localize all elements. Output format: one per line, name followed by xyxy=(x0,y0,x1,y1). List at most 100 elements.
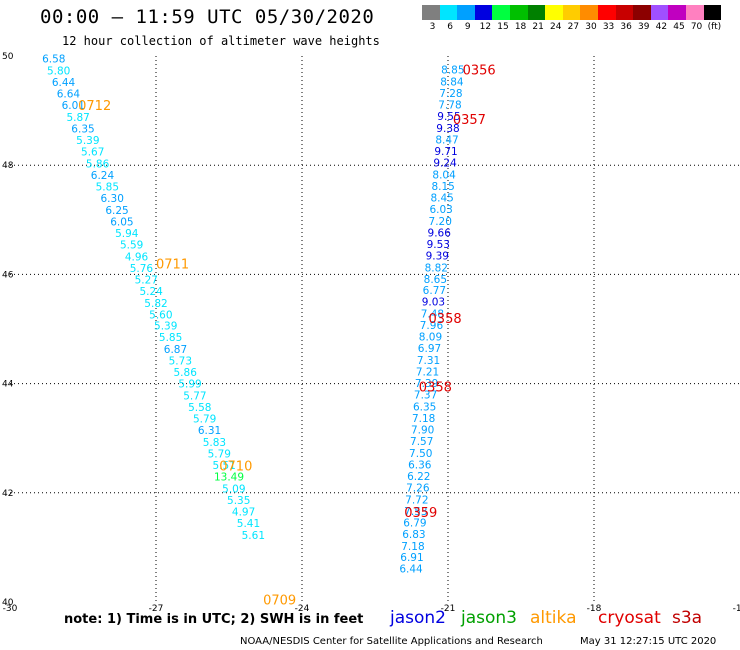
wave-height-label: 9.38 xyxy=(436,123,459,135)
wave-height-label: 5.79 xyxy=(208,448,231,460)
color-scale-label: 45 xyxy=(673,22,685,32)
wave-height-label: 5.35 xyxy=(227,495,250,507)
pass-number-label: 0709 xyxy=(263,593,296,608)
wave-height-label: 5.86 xyxy=(86,159,110,171)
wave-height-label: 5.86 xyxy=(174,367,198,379)
x-tick-label: -24 xyxy=(295,604,310,614)
color-scale-swatch xyxy=(685,5,704,20)
wave-height-label: 8.15 xyxy=(431,181,454,193)
wave-height-label: 5.58 xyxy=(188,402,211,414)
wave-height-label: 7.50 xyxy=(409,448,432,460)
wave-height-label: 9.03 xyxy=(422,297,445,309)
pass-number-label: 0356 xyxy=(463,64,496,79)
wave-height-label: 7.18 xyxy=(412,413,435,425)
wave-height-label: 7.20 xyxy=(429,216,452,228)
y-tick-label: 40 xyxy=(2,598,14,608)
wave-height-label: 8.09 xyxy=(419,332,442,344)
wave-height-label: 5.39 xyxy=(76,135,99,147)
color-scale-swatch xyxy=(474,5,493,20)
page-subtitle: 12 hour collection of altimeter wave hei… xyxy=(62,34,380,48)
color-scale-swatch xyxy=(492,5,510,20)
wave-height-label: 6.91 xyxy=(400,552,423,564)
color-scale-swatch xyxy=(580,5,598,20)
wave-height-label: 5.94 xyxy=(115,228,139,240)
color-scale-label: 70 xyxy=(690,22,703,32)
color-scale-label: 21 xyxy=(532,22,544,32)
wave-height-label: 5.39 xyxy=(154,321,177,333)
y-tick-label: 46 xyxy=(2,270,14,280)
color-scale-swatch xyxy=(668,5,686,20)
wave-height-label: 8.84 xyxy=(440,77,464,89)
color-scale-label: 3 xyxy=(429,22,436,32)
wave-height-label: 5.80 xyxy=(47,66,70,78)
wave-height-label: 5.99 xyxy=(178,379,201,391)
wave-height-label: 13.49 xyxy=(214,471,244,483)
color-scale-swatch xyxy=(650,5,669,20)
pass-number-label: 0358 xyxy=(429,312,462,327)
wave-height-label: 5.27 xyxy=(135,274,158,286)
wave-height-label: 6.22 xyxy=(407,471,430,483)
color-scale-swatch xyxy=(439,5,458,20)
wave-height-label: 5.87 xyxy=(66,112,89,124)
wave-height-label: 7.26 xyxy=(406,482,430,494)
wave-height-label: 7.57 xyxy=(410,436,433,448)
wave-height-label: 9.39 xyxy=(426,250,449,262)
color-scale-label: 27 xyxy=(567,22,580,32)
x-tick-label: -18 xyxy=(587,604,602,614)
wave-height-label: 6.35 xyxy=(71,124,94,136)
wave-height-label: 6.83 xyxy=(402,529,425,541)
wave-height-label: 7.37 xyxy=(414,390,437,402)
wave-height-label: 5.79 xyxy=(193,414,216,426)
color-scale-label: 12 xyxy=(479,22,492,32)
color-scale-swatch xyxy=(509,5,528,20)
color-scale-swatch xyxy=(562,5,581,20)
color-scale-swatch xyxy=(615,5,634,20)
color-scale-swatch xyxy=(527,5,546,20)
wave-height-label: 5.76 xyxy=(130,263,154,275)
color-scale-swatch xyxy=(545,5,563,20)
pass-number-label: 0712 xyxy=(78,99,111,114)
wave-height-label: 6.36 xyxy=(408,459,432,471)
wave-height-label: 6.35 xyxy=(413,402,436,414)
wave-height-label: 5.83 xyxy=(203,437,226,449)
color-scale-label: 6 xyxy=(447,22,454,32)
wave-height-label: 7.31 xyxy=(417,355,440,367)
wave-height-label: 5.41 xyxy=(237,518,260,530)
wave-height-label: 6.77 xyxy=(423,285,446,297)
legend-item-jason3: jason3 xyxy=(461,608,517,628)
wave-height-label: 5.67 xyxy=(81,147,104,159)
color-scale-label: 24 xyxy=(550,22,562,32)
wave-height-label: 8.45 xyxy=(430,192,453,204)
wave-height-label: 7.21 xyxy=(416,367,439,379)
page-title: 00:00 – 11:59 UTC 05/30/2020 xyxy=(40,6,375,28)
footnote: note: 1) Time is in UTC; 2) SWH is in fe… xyxy=(64,612,364,627)
wave-height-label: 5.82 xyxy=(144,298,167,310)
wave-height-label: 7.39 xyxy=(415,378,438,390)
wave-height-label: 6.87 xyxy=(164,344,187,356)
wave-height-label: 7.96 xyxy=(420,320,444,332)
wave-height-label: 6.31 xyxy=(198,425,221,437)
y-tick-label: 44 xyxy=(2,380,14,390)
color-scale-bar xyxy=(422,5,722,20)
legend-item-jason2: jason2 xyxy=(390,608,446,628)
wave-height-label: 5.24 xyxy=(139,286,163,298)
y-tick-label: 50 xyxy=(2,52,14,62)
wave-height-label: 7.72 xyxy=(405,494,428,506)
pass-number-label: 0710 xyxy=(219,460,252,475)
wave-height-label: 5.61 xyxy=(242,530,265,542)
wave-height-label: 4.97 xyxy=(232,506,255,518)
x-tick-label: -15 xyxy=(733,604,740,614)
wave-height-label: 6.24 xyxy=(91,170,115,182)
y-tick-label: 42 xyxy=(2,489,13,499)
wave-height-label: 9.71 xyxy=(434,146,457,158)
generated-timestamp: May 31 12:27:15 UTC 2020 xyxy=(580,636,717,647)
wave-height-label: 7.78 xyxy=(438,100,461,112)
color-scale-swatch xyxy=(457,5,475,20)
legend-item-s3a: s3a xyxy=(672,608,703,628)
y-tick-label: 48 xyxy=(2,161,14,171)
wave-height-label: 6.44 xyxy=(52,77,76,89)
wave-height-label: 8.47 xyxy=(435,135,458,147)
color-scale-label: 42 xyxy=(655,22,668,32)
wave-height-label: 9.24 xyxy=(433,157,457,169)
